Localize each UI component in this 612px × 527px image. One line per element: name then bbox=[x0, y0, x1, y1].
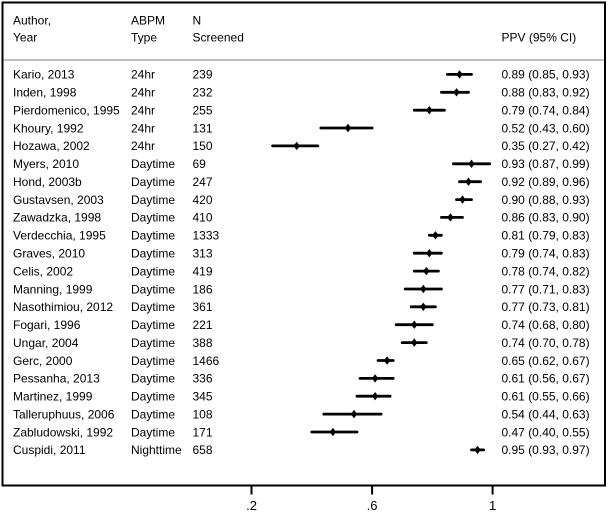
svg-text:Daytime: Daytime bbox=[131, 175, 175, 189]
svg-text:0.78 (0.74, 0.82): 0.78 (0.74, 0.82) bbox=[502, 264, 590, 278]
svg-text:361: 361 bbox=[193, 300, 213, 314]
svg-text:Daytime: Daytime bbox=[131, 229, 175, 243]
svg-text:Gustavsen, 2003: Gustavsen, 2003 bbox=[13, 193, 104, 207]
svg-text:Hond, 2003b: Hond, 2003b bbox=[13, 175, 82, 189]
svg-text:Daytime: Daytime bbox=[131, 264, 175, 278]
svg-text:0.81 (0.79, 0.83): 0.81 (0.79, 0.83) bbox=[502, 229, 590, 243]
svg-text:171: 171 bbox=[193, 425, 213, 439]
svg-text:0.77 (0.71, 0.83): 0.77 (0.71, 0.83) bbox=[502, 282, 590, 296]
svg-text:Daytime: Daytime bbox=[131, 336, 175, 350]
svg-text:420: 420 bbox=[193, 193, 213, 207]
svg-text:0.61 (0.56, 0.67): 0.61 (0.56, 0.67) bbox=[502, 372, 590, 386]
svg-text:Khoury, 1992: Khoury, 1992 bbox=[13, 121, 84, 135]
svg-text:0.47 (0.40, 0.55): 0.47 (0.40, 0.55) bbox=[502, 425, 590, 439]
svg-text:0.74 (0.70, 0.78): 0.74 (0.70, 0.78) bbox=[502, 336, 590, 350]
svg-text:.6: .6 bbox=[367, 498, 378, 513]
svg-text:Talleruphuus, 2006: Talleruphuus, 2006 bbox=[13, 407, 115, 421]
svg-text:Celis, 2002: Celis, 2002 bbox=[13, 264, 73, 278]
svg-text:0.77 (0.73, 0.81): 0.77 (0.73, 0.81) bbox=[502, 300, 590, 314]
svg-text:Daytime: Daytime bbox=[131, 354, 175, 368]
svg-text:336: 336 bbox=[193, 372, 213, 386]
svg-text:0.35 (0.27, 0.42): 0.35 (0.27, 0.42) bbox=[502, 139, 590, 153]
svg-text:0.74 (0.68, 0.80): 0.74 (0.68, 0.80) bbox=[502, 318, 590, 332]
svg-text:345: 345 bbox=[193, 390, 213, 404]
svg-text:Daytime: Daytime bbox=[131, 282, 175, 296]
svg-text:Fogari, 1996: Fogari, 1996 bbox=[13, 318, 81, 332]
svg-text:0.79 (0.74, 0.84): 0.79 (0.74, 0.84) bbox=[502, 104, 590, 118]
svg-text:1333: 1333 bbox=[193, 229, 220, 243]
svg-text:0.92 (0.89, 0.96): 0.92 (0.89, 0.96) bbox=[502, 175, 590, 189]
svg-text:1: 1 bbox=[489, 498, 496, 513]
svg-text:313: 313 bbox=[193, 247, 213, 261]
svg-text:255: 255 bbox=[193, 104, 213, 118]
svg-text:Pessanha, 2013: Pessanha, 2013 bbox=[13, 372, 100, 386]
svg-text:Daytime: Daytime bbox=[131, 372, 175, 386]
svg-text:232: 232 bbox=[193, 86, 213, 100]
svg-text:239: 239 bbox=[193, 68, 213, 82]
svg-text:Daytime: Daytime bbox=[131, 318, 175, 332]
svg-text:388: 388 bbox=[193, 336, 213, 350]
svg-text:Zawadzka, 1998: Zawadzka, 1998 bbox=[13, 211, 101, 225]
svg-text:ABPM: ABPM bbox=[131, 14, 165, 28]
svg-text:Pierdomenico, 1995: Pierdomenico, 1995 bbox=[13, 104, 120, 118]
svg-text:Screened: Screened bbox=[193, 31, 244, 45]
svg-text:Ungar, 2004: Ungar, 2004 bbox=[13, 336, 79, 350]
svg-text:Author,: Author, bbox=[13, 14, 51, 28]
svg-text:24hr: 24hr bbox=[131, 139, 155, 153]
svg-text:658: 658 bbox=[193, 443, 213, 457]
svg-text:24hr: 24hr bbox=[131, 68, 155, 82]
svg-text:Type: Type bbox=[131, 31, 157, 45]
svg-text:108: 108 bbox=[193, 407, 213, 421]
svg-text:1466: 1466 bbox=[193, 354, 220, 368]
svg-text:Year: Year bbox=[13, 31, 37, 45]
svg-text:Nighttime: Nighttime bbox=[131, 443, 182, 457]
svg-text:Hozawa, 2002: Hozawa, 2002 bbox=[13, 139, 90, 153]
svg-text:24hr: 24hr bbox=[131, 121, 155, 135]
svg-text:Daytime: Daytime bbox=[131, 211, 175, 225]
svg-text:Kario, 2013: Kario, 2013 bbox=[13, 68, 75, 82]
svg-text:0.65 (0.62, 0.67): 0.65 (0.62, 0.67) bbox=[502, 354, 590, 368]
svg-text:.2: .2 bbox=[246, 498, 257, 513]
svg-text:Manning, 1999: Manning, 1999 bbox=[13, 282, 93, 296]
svg-text:150: 150 bbox=[193, 139, 213, 153]
svg-text:Daytime: Daytime bbox=[131, 425, 175, 439]
svg-text:Daytime: Daytime bbox=[131, 390, 175, 404]
svg-text:24hr: 24hr bbox=[131, 86, 155, 100]
svg-text:0.90 (0.88, 0.93): 0.90 (0.88, 0.93) bbox=[502, 193, 590, 207]
svg-text:0.95 (0.93, 0.97): 0.95 (0.93, 0.97) bbox=[502, 443, 590, 457]
svg-text:0.61 (0.55, 0.66): 0.61 (0.55, 0.66) bbox=[502, 390, 590, 404]
svg-text:Daytime: Daytime bbox=[131, 300, 175, 314]
svg-text:419: 419 bbox=[193, 264, 213, 278]
svg-text:Daytime: Daytime bbox=[131, 247, 175, 261]
svg-text:0.54 (0.44, 0.63): 0.54 (0.44, 0.63) bbox=[502, 407, 590, 421]
svg-text:Verdecchia, 1995: Verdecchia, 1995 bbox=[13, 229, 106, 243]
svg-text:Nasothimiou, 2012: Nasothimiou, 2012 bbox=[13, 300, 113, 314]
svg-text:24hr: 24hr bbox=[131, 104, 155, 118]
svg-text:0.79 (0.74, 0.83): 0.79 (0.74, 0.83) bbox=[502, 247, 590, 261]
svg-text:Cuspidi, 2011: Cuspidi, 2011 bbox=[13, 443, 86, 457]
svg-text:Gerc, 2000: Gerc, 2000 bbox=[13, 354, 73, 368]
svg-text:PPV (95% CI): PPV (95% CI) bbox=[502, 31, 577, 45]
svg-text:0.89 (0.85, 0.93): 0.89 (0.85, 0.93) bbox=[502, 68, 590, 82]
svg-text:0.88 (0.83, 0.92): 0.88 (0.83, 0.92) bbox=[502, 86, 590, 100]
svg-text:Graves, 2010: Graves, 2010 bbox=[13, 247, 85, 261]
svg-text:Daytime: Daytime bbox=[131, 193, 175, 207]
svg-text:0.52 (0.43, 0.60): 0.52 (0.43, 0.60) bbox=[502, 121, 590, 135]
svg-text:Myers, 2010: Myers, 2010 bbox=[13, 157, 79, 171]
svg-text:69: 69 bbox=[193, 157, 207, 171]
svg-text:410: 410 bbox=[193, 211, 213, 225]
svg-text:Daytime: Daytime bbox=[131, 157, 175, 171]
svg-text:0.86 (0.83, 0.90): 0.86 (0.83, 0.90) bbox=[502, 211, 590, 225]
svg-text:0.93 (0.87, 0.99): 0.93 (0.87, 0.99) bbox=[502, 157, 590, 171]
svg-text:Daytime: Daytime bbox=[131, 407, 175, 421]
svg-text:N: N bbox=[193, 14, 202, 28]
svg-text:Zabludowski, 1992: Zabludowski, 1992 bbox=[13, 425, 113, 439]
svg-text:Inden, 1998: Inden, 1998 bbox=[13, 86, 77, 100]
svg-text:186: 186 bbox=[193, 282, 213, 296]
svg-text:221: 221 bbox=[193, 318, 213, 332]
svg-text:Martinez, 1999: Martinez, 1999 bbox=[13, 390, 93, 404]
svg-text:131: 131 bbox=[193, 121, 213, 135]
svg-text:247: 247 bbox=[193, 175, 213, 189]
